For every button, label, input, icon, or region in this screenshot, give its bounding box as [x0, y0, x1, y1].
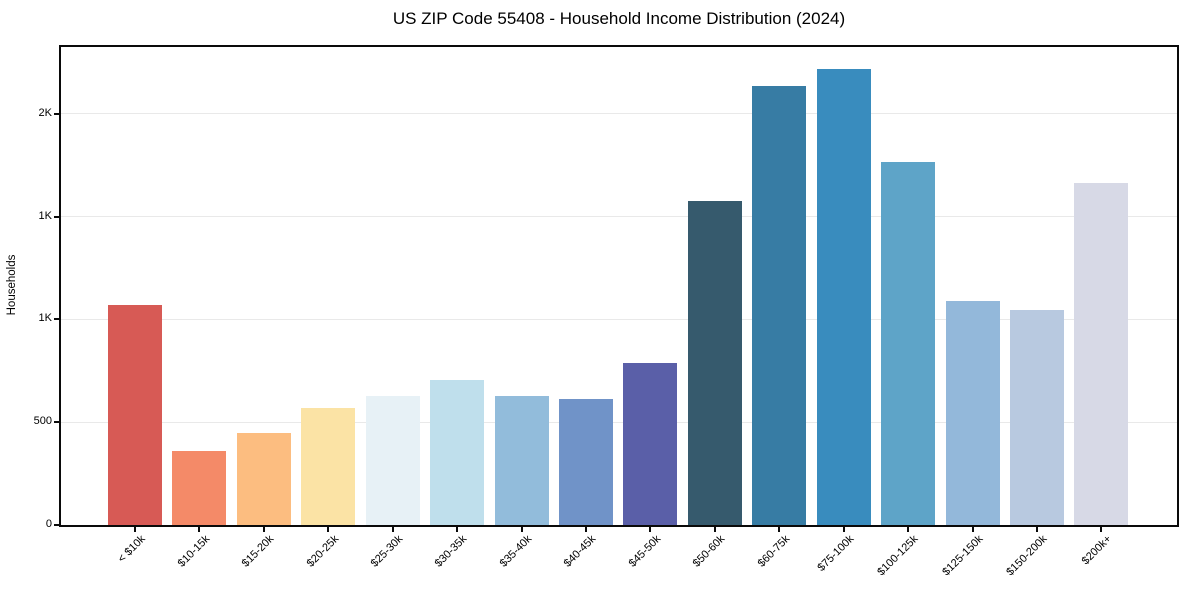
gridline: [61, 318, 1177, 320]
bar--50-60k: [687, 201, 742, 525]
y-tick-label: 500: [33, 415, 52, 428]
plot-area: [59, 45, 1179, 527]
x-tick-label-text: $40-45k: [561, 533, 599, 570]
x-tick-label-text: $45-50k: [626, 533, 663, 570]
x-tick-label-text: $60-75k: [755, 533, 792, 570]
chart-title: US ZIP Code 55408 - Household Income Dis…: [392, 9, 846, 28]
y-tick-mark: [54, 421, 59, 424]
gridline: [61, 421, 1177, 423]
bar--10-15k: [172, 450, 227, 525]
y-tick-mark: [54, 318, 59, 321]
bar--25-30k: [365, 395, 420, 525]
x-tick-mark: [971, 527, 974, 532]
bar--100-125k: [881, 161, 936, 525]
bar--15-20k: [236, 432, 291, 525]
y-tick-mark: [54, 524, 59, 526]
x-tick-label-text: $35-40k: [497, 533, 535, 570]
bar--75-100k: [816, 69, 871, 525]
x-tick-mark: [327, 527, 330, 532]
x-tick-label-text: $25-30k: [368, 533, 406, 570]
y-axis-label: Households: [6, 254, 18, 316]
y-tick-label: 0: [45, 518, 52, 530]
bar--35-40k: [494, 396, 549, 525]
gridline: [61, 216, 1177, 218]
bar--45-50k: [623, 363, 678, 525]
bar--40-45k: [559, 398, 613, 525]
x-tick-label-text: $150-200k: [1004, 533, 1050, 579]
x-tick-mark: [585, 527, 587, 532]
x-tick-mark: [778, 527, 781, 532]
x-tick-mark: [262, 527, 265, 532]
x-tick-mark: [1100, 527, 1103, 532]
x-tick-label-text: $15-20k: [239, 533, 277, 570]
x-tick-label-text: $75-100k: [815, 533, 857, 574]
bar--150-200k: [1010, 309, 1065, 525]
x-tick-mark: [198, 527, 201, 532]
x-tick-label-text: < $10k: [115, 533, 148, 566]
x-tick-mark: [391, 527, 394, 532]
bar--10k: [108, 304, 162, 525]
y-tick-label: 1K: [38, 312, 52, 325]
x-tick-label-text: $200k+: [1079, 533, 1114, 568]
x-tick-label-text: $10-15k: [175, 533, 212, 570]
x-tick-label-text: $100-125k: [875, 533, 921, 579]
y-tick-mark: [54, 215, 59, 218]
x-tick-mark: [842, 527, 845, 532]
y-tick-mark: [54, 112, 59, 115]
x-tick-label-text: $50-60k: [690, 533, 728, 570]
x-tick-mark: [713, 527, 716, 532]
bar--20-25k: [301, 407, 356, 525]
x-tick-label-text: $125-150k: [939, 533, 986, 579]
x-tick-mark: [134, 527, 136, 532]
bar--200k+: [1074, 183, 1129, 525]
bar--60-75k: [752, 86, 807, 525]
x-tick-label-text: $20-25k: [304, 533, 341, 570]
gridline: [61, 113, 1177, 115]
x-tick-label-text: $30-35k: [433, 533, 470, 570]
y-tick-label: 2K: [38, 106, 52, 119]
x-tick-mark: [907, 527, 910, 532]
bar--30-35k: [430, 380, 485, 525]
x-tick-mark: [649, 527, 652, 532]
x-tick-mark: [1036, 527, 1039, 532]
x-tick-mark: [520, 527, 523, 532]
bar--125-150k: [945, 300, 1000, 525]
y-tick-label: 1K: [38, 209, 52, 222]
x-tick-mark: [456, 527, 459, 532]
